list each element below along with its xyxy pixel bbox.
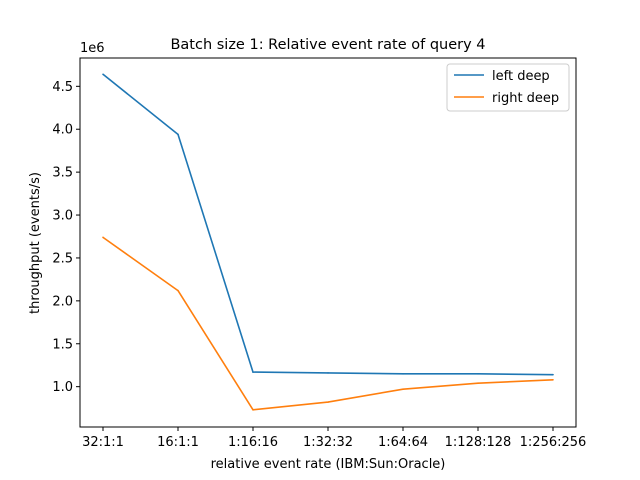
y-tick-label: 3.0	[52, 209, 73, 224]
data-point-right-deep	[102, 236, 104, 239]
chart-title: Batch size 1: Relative event rate of que…	[170, 37, 485, 53]
y-tick-label: 1.0	[52, 380, 73, 395]
x-axis-label: relative event rate (IBM:Sun:Oracle)	[211, 457, 446, 472]
data-point-left-deep	[177, 133, 179, 136]
legend: left deep right deep	[446, 63, 570, 112]
data-point-left-deep	[402, 372, 404, 375]
data-point-right-deep	[177, 289, 179, 292]
data-point-right-deep	[402, 388, 404, 391]
data-point-left-deep	[252, 371, 254, 373]
y-tick-label: 2.0	[52, 294, 73, 309]
data-point-left-deep	[327, 372, 329, 374]
x-tick-label: 16:1:1	[157, 435, 199, 450]
legend-label-right-deep: right deep	[492, 91, 559, 106]
data-point-left-deep	[477, 372, 479, 375]
plot-frame	[79, 57, 577, 428]
data-point-right-deep	[477, 382, 479, 385]
data-point-right-deep	[252, 409, 254, 411]
data-point-right-deep	[327, 401, 329, 403]
legend-label-left-deep: left deep	[492, 69, 550, 84]
y-tick-label: 4.5	[52, 80, 73, 95]
data-point-right-deep	[552, 379, 554, 381]
y-axis-label: throughput (events/s)	[28, 172, 43, 314]
y-tick-label: 3.5	[52, 166, 73, 181]
axis-ticks: 32:1:1 16:1:1 1:16:16 1:32:32 1:64:64 1:128:1…	[52, 80, 586, 450]
y-tick-label: 2.5	[52, 251, 73, 266]
x-tick-label: 1:64:64	[378, 435, 428, 450]
x-tick-label: 1:32:32	[303, 435, 353, 450]
x-tick-label: 1:16:16	[228, 435, 278, 450]
y-offset-text: 1e6	[80, 41, 105, 56]
y-tick-label: 4.0	[52, 123, 73, 138]
x-tick-label: 32:1:1	[82, 435, 124, 450]
plot-lines	[102, 73, 554, 411]
data-point-left-deep	[102, 73, 104, 76]
y-tick-label: 1.5	[52, 337, 73, 352]
x-tick-label: 1:256:256	[520, 435, 587, 450]
data-point-left-deep	[552, 373, 554, 376]
x-tick-label: 1:128:128	[445, 435, 512, 450]
